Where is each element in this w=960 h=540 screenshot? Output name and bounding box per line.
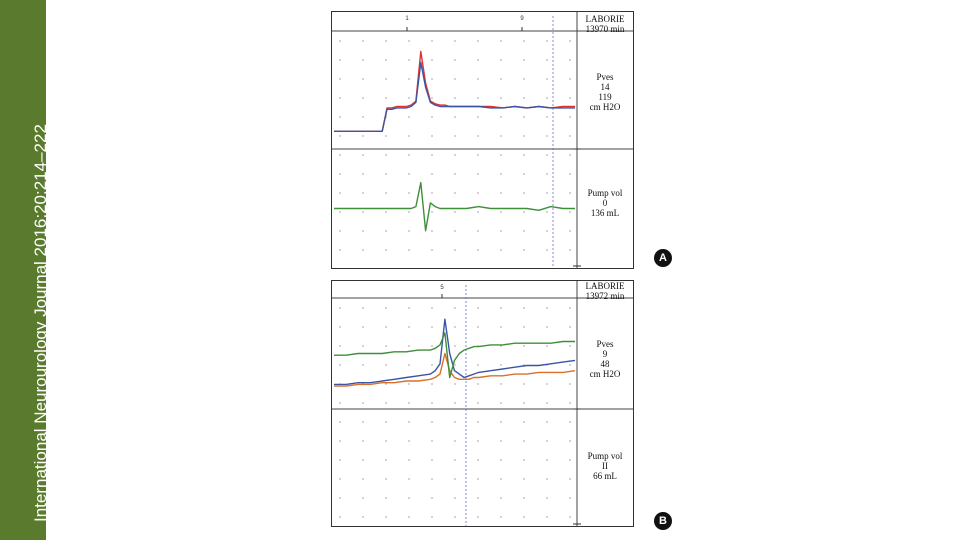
trace-pves xyxy=(334,318,576,386)
readout-line: Pves xyxy=(596,339,614,349)
citation-sidebar: International Neurourology Journal 2016;… xyxy=(0,0,50,540)
readout-line: 48 xyxy=(600,359,610,369)
readout-line: 136 mL xyxy=(590,208,620,218)
readout-line: cm H2O xyxy=(589,369,621,379)
device-label-a: LABORIE 13970 min xyxy=(579,14,631,34)
panel-badge-b: B xyxy=(654,512,672,530)
time-readout: 13970 min xyxy=(585,24,625,34)
readout-line: 119 xyxy=(598,92,612,102)
pressure-readout-b: Pves 9 48 cm H2O xyxy=(579,339,631,379)
pump-readout-b: Pump vol II 66 mL xyxy=(579,451,631,481)
readout-line: 0 xyxy=(602,198,608,208)
pump-readout-a: Pump vol 0 136 mL xyxy=(579,188,631,218)
device-label-b: LABORIE 13972 min xyxy=(579,281,631,301)
grid-dots xyxy=(339,40,571,251)
panel-badge-a: A xyxy=(654,249,672,267)
top-tick-label: 1 xyxy=(405,16,409,22)
device-name: LABORIE xyxy=(585,14,625,24)
time-readout: 13972 min xyxy=(585,291,625,301)
readout-line: 9 xyxy=(602,349,608,359)
trace-pdet xyxy=(334,181,575,232)
trace-chart-b: 5 xyxy=(332,281,633,526)
trace-pves xyxy=(334,50,575,133)
journal-citation: International Neurourology Journal 2016;… xyxy=(31,124,50,522)
urodynamic-trace-panel-b: 5 LABORIE 13972 min Pves 9 48 cm H2O Pum… xyxy=(331,280,634,527)
readout-line: II xyxy=(602,461,608,471)
trace-pabd xyxy=(334,352,576,387)
trace-pdet xyxy=(334,332,575,379)
readout-line: Pump vol xyxy=(587,451,623,461)
top-tick-label: 5 xyxy=(440,285,444,291)
readout-line: cm H2O xyxy=(589,102,621,112)
grid-dots xyxy=(339,307,571,518)
readout-line: 66 mL xyxy=(593,471,617,481)
readout-line: Pves xyxy=(596,72,614,82)
readout-line: 14 xyxy=(600,82,610,92)
trace-pabd xyxy=(334,61,575,133)
top-tick-label: 9 xyxy=(520,16,524,22)
device-name: LABORIE xyxy=(585,281,625,291)
readout-line: Pump vol xyxy=(587,188,623,198)
pressure-readout-a: Pves 14 119 cm H2O xyxy=(579,72,631,112)
